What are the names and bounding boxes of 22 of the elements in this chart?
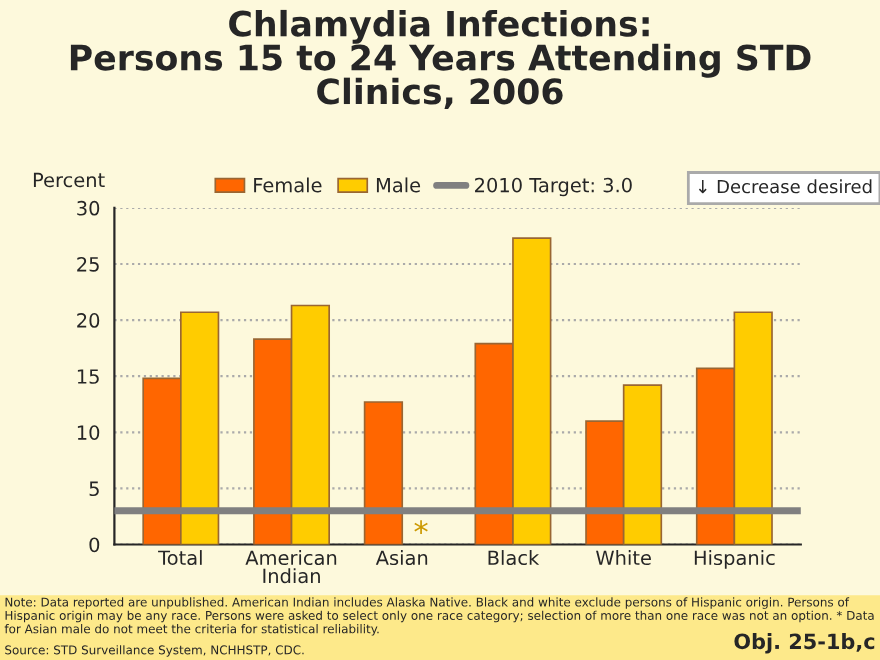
x-tick-label: Total [158,550,202,566]
x-tick-label: Black [488,550,540,566]
legend-label: 2010 Target: 3.0 [475,177,632,197]
y-axis-title: Percent [33,172,105,188]
text: ↓ Decrease desired [698,179,872,194]
y-tick-label: 5 [89,481,99,497]
legend-label: Male [376,177,421,193]
y-tick-label: 25 [77,256,99,272]
y-tick-label: 10 [77,425,100,440]
x-tick-label: Hispanic [694,550,775,569]
x-tick-label: American Indian [245,550,337,584]
y-tick-label: 30 [77,200,100,216]
legend-label: Female [254,177,322,193]
y-tick-label: 15 [77,369,99,384]
x-tick-label: Asian [375,550,428,566]
text: Obj. 25-1b,c [734,633,875,654]
y-tick-label: 0 [89,537,100,553]
chart-title: Chlamydia Infections: Persons 15 to 24 Years Attending STD Clinics, 2006 [70,9,811,109]
x-tick-label: White [596,550,651,566]
bar [363,401,404,545]
y-tick-label: 20 [77,313,100,328]
annotation: * [414,520,428,535]
